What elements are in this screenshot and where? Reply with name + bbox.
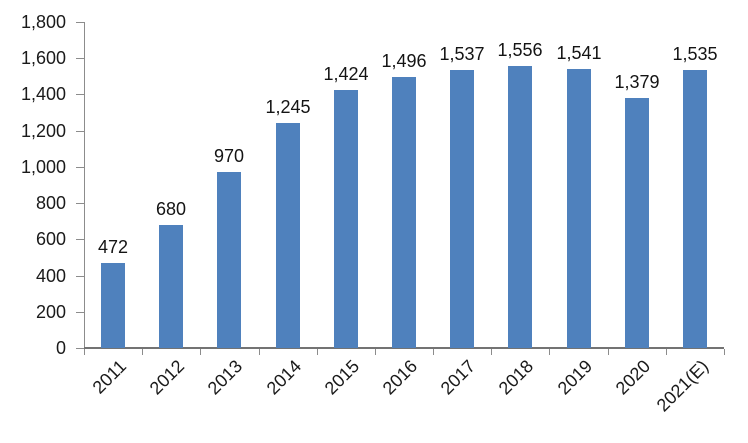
bar-value-label: 970 [213,146,245,166]
bar-value-label: 1,556 [497,40,543,60]
x-tick-mark [375,349,376,355]
x-axis-category-label-text: 2018 [494,356,538,399]
y-axis-tick-label: 0 [55,338,66,358]
bar-value-label: 1,379 [614,72,660,92]
bar-2011 [101,263,125,348]
y-axis-tick-label: 800 [35,193,66,213]
y-tick-mark [76,167,84,168]
bar-2021(E) [683,70,707,348]
y-axis-line [84,22,85,348]
x-tick-mark [259,349,260,355]
x-axis-category-label-text: 2020 [611,356,655,399]
bar-2020 [625,98,649,348]
y-axis-tick-label: 400 [35,266,66,286]
x-axis-line [84,347,724,349]
x-axis-category-label-text: 2016 [378,356,422,399]
x-axis-category-label-text: 2017 [436,356,480,399]
bar-2019 [567,69,591,348]
y-axis-tick-label: 600 [35,229,66,249]
bar-2016 [392,77,416,348]
bar-2015 [334,90,358,348]
y-axis-tick-label: 1,800 [20,12,66,32]
bar-2018 [508,66,532,348]
x-axis-category-label-text: 2015 [320,356,364,399]
x-tick-mark [200,349,201,355]
x-tick-mark [491,349,492,355]
y-tick-mark [76,239,84,240]
x-tick-mark [724,349,725,355]
bar-value-label: 1,496 [381,51,427,71]
y-axis-tick-label: 1,200 [20,121,66,141]
y-tick-mark [76,348,84,349]
y-tick-mark [76,203,84,204]
bar-value-label: 680 [155,199,187,219]
x-axis-category-label-text: 2012 [145,356,189,399]
y-axis-tick-label: 1,000 [20,157,66,177]
y-axis-tick-label: 200 [35,302,66,322]
y-tick-mark [76,312,84,313]
x-tick-mark [549,349,550,355]
x-tick-mark [84,349,85,355]
x-tick-mark [608,349,609,355]
bar-2012 [159,225,183,348]
x-axis-category-label-text: 2014 [262,356,306,399]
bar-value-label: 1,424 [323,64,369,84]
y-axis-tick-label: 1,400 [20,84,66,104]
bar-2013 [217,172,241,348]
bar-2017 [450,70,474,348]
y-tick-mark [76,131,84,132]
x-tick-mark [317,349,318,355]
y-tick-mark [76,94,84,95]
y-tick-mark [76,276,84,277]
bar-value-label: 1,245 [265,97,311,117]
bar-value-label: 472 [97,237,129,257]
x-tick-mark [142,349,143,355]
y-axis-tick-label: 1,600 [20,48,66,68]
bar-value-label: 1,535 [672,44,718,64]
y-tick-mark [76,58,84,59]
x-tick-mark [666,349,667,355]
bar-value-label: 1,537 [439,44,485,64]
bar-2014 [276,123,300,348]
bar-value-label: 1,541 [556,43,602,63]
x-axis-category-label-text: 2013 [203,356,247,399]
y-tick-mark [76,22,84,23]
x-axis-category-label-text: 2021(E) [652,356,713,416]
x-axis-category-label-text: 2011 [88,356,131,398]
x-axis-category-label-text: 2019 [553,356,597,399]
x-tick-mark [433,349,434,355]
